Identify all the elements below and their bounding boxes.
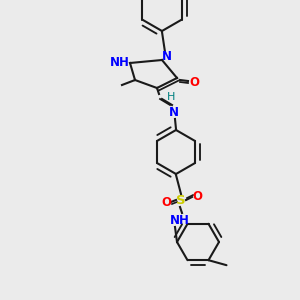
Text: NH: NH xyxy=(110,56,130,70)
Text: N: N xyxy=(169,106,179,118)
Text: S: S xyxy=(176,194,186,206)
Text: N: N xyxy=(162,50,172,64)
Text: NH: NH xyxy=(170,214,190,226)
Text: O: O xyxy=(161,196,171,208)
Text: O: O xyxy=(189,76,199,89)
Text: H: H xyxy=(167,92,175,102)
Text: O: O xyxy=(192,190,202,203)
